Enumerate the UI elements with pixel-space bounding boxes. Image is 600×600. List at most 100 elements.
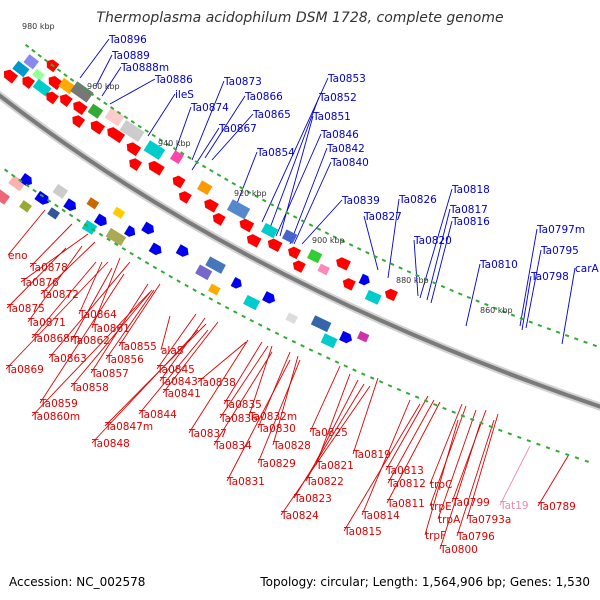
forward-gene-connector bbox=[79, 38, 110, 79]
gene-arrow bbox=[148, 242, 162, 256]
reverse-gene-label: Ta0859 bbox=[39, 398, 78, 410]
forward-gene-label: Ta0818 bbox=[451, 184, 490, 196]
gene-block bbox=[104, 107, 125, 127]
tick-mark bbox=[396, 387, 402, 392]
tick-mark bbox=[249, 318, 255, 323]
reverse-gene-label: trpA bbox=[438, 514, 461, 526]
tick-mark bbox=[82, 87, 88, 92]
tick-mark bbox=[76, 82, 81, 87]
reverse-gene-label: Ta0796 bbox=[456, 531, 495, 543]
tick-mark bbox=[381, 258, 387, 263]
tick-mark bbox=[479, 421, 484, 425]
reverse-gene-connector bbox=[437, 409, 477, 520]
reverse-gene-label: Ta0821 bbox=[315, 460, 354, 472]
tick-mark bbox=[168, 274, 173, 279]
gene-arrow bbox=[107, 127, 126, 144]
reverse-gene-label: Ta0813 bbox=[385, 465, 424, 477]
reverse-gene-label: Ta0824 bbox=[280, 510, 319, 522]
reverse-gene-label: Ta0838 bbox=[197, 377, 236, 389]
reverse-gene-connector bbox=[537, 455, 569, 507]
tick-mark bbox=[378, 380, 384, 384]
reverse-gene-label: Ta0800 bbox=[439, 544, 478, 556]
reverse-gene-connector bbox=[138, 329, 209, 415]
tick-mark bbox=[151, 133, 156, 138]
forward-gene-connector bbox=[275, 133, 322, 237]
reverse-gene-connector bbox=[257, 359, 301, 464]
gene-block bbox=[195, 264, 213, 281]
tick-mark bbox=[96, 96, 101, 101]
tick-mark bbox=[300, 344, 305, 348]
forward-gene-connector bbox=[191, 80, 225, 161]
backbone-shadow bbox=[0, 90, 600, 411]
tick-mark bbox=[137, 256, 142, 261]
reverse-gene-connector bbox=[451, 409, 487, 503]
gene-arrow bbox=[339, 330, 353, 344]
gene-block bbox=[70, 81, 94, 103]
reverse-gene-connector bbox=[5, 261, 109, 370]
tick-mark bbox=[91, 227, 96, 232]
gene-arrow bbox=[239, 218, 255, 233]
reverse-gene-connector bbox=[31, 261, 97, 339]
tick-mark bbox=[414, 395, 420, 399]
tick-mark bbox=[129, 251, 134, 256]
reverse-gene-label: trpE bbox=[430, 501, 452, 513]
gene-arrow bbox=[292, 260, 306, 273]
tick-mark bbox=[528, 320, 534, 324]
tick-mark bbox=[308, 223, 314, 227]
gene-block bbox=[207, 283, 221, 296]
tick-mark bbox=[63, 73, 68, 78]
reverse-gene-connector bbox=[226, 359, 291, 482]
tick-mark bbox=[369, 376, 375, 380]
reverse-gene-label: Ta0834 bbox=[213, 440, 252, 452]
forward-gene-connector bbox=[95, 54, 113, 87]
tick-mark bbox=[32, 188, 37, 193]
gene-block bbox=[81, 219, 98, 235]
reverse-gene-label: Ta0822 bbox=[305, 476, 344, 488]
gene-features bbox=[0, 54, 398, 349]
tick-mark bbox=[564, 333, 570, 338]
gene-block bbox=[285, 312, 298, 325]
reverse-gene-connector bbox=[20, 233, 89, 283]
reverse-gene-label: Ta0829 bbox=[257, 458, 296, 470]
tick-mark bbox=[158, 138, 164, 142]
tick-mark bbox=[300, 219, 306, 223]
forward-gene-connector bbox=[413, 239, 419, 297]
reverse-gene-label: Ta0857 bbox=[90, 368, 129, 380]
tick-mark bbox=[43, 58, 49, 63]
tick-mark bbox=[31, 48, 36, 53]
forward-gene-connector bbox=[109, 78, 156, 105]
reverse-gene-connector bbox=[280, 385, 371, 516]
gene-arrow bbox=[22, 76, 36, 90]
forward-gene-label: Ta0839 bbox=[341, 195, 380, 207]
tick-mark bbox=[555, 449, 560, 453]
forward-gene-label: Ta0820 bbox=[413, 235, 452, 247]
reverse-gene-connector bbox=[385, 395, 429, 471]
reverse-gene-label: Ta0841 bbox=[162, 388, 201, 400]
tick-mark bbox=[201, 164, 207, 169]
reverse-gene-label: Ta0878 bbox=[29, 262, 68, 274]
gene-arrow bbox=[90, 120, 106, 135]
reverse-gene-label: Ta0845 bbox=[156, 364, 195, 376]
tick-mark bbox=[109, 106, 115, 111]
tick-mark bbox=[457, 292, 463, 296]
gene-arrow bbox=[60, 94, 73, 107]
reverse-gene-connector bbox=[105, 289, 155, 360]
forward-gene-label: Ta0886 bbox=[154, 74, 193, 86]
gene-block bbox=[0, 186, 11, 205]
tick-mark bbox=[519, 316, 525, 321]
gene-arrow bbox=[267, 238, 283, 252]
accession-text: Accession: NC_002578 bbox=[9, 575, 145, 589]
gene-block bbox=[307, 248, 323, 264]
tick-mark bbox=[340, 239, 346, 243]
reverse-gene-label: Ta0855 bbox=[118, 341, 157, 353]
tick-mark bbox=[398, 266, 403, 270]
forward-gene-label: Ta0896 bbox=[108, 34, 147, 46]
tick-mark bbox=[209, 168, 214, 173]
tick-mark bbox=[266, 327, 271, 331]
tick-mark bbox=[24, 43, 30, 48]
gene-block bbox=[19, 200, 32, 213]
tick-mark bbox=[106, 237, 111, 242]
reverse-gene-label: Ta0812 bbox=[387, 478, 426, 490]
reverse-gene-connector bbox=[118, 283, 161, 347]
tick-mark bbox=[308, 348, 314, 352]
